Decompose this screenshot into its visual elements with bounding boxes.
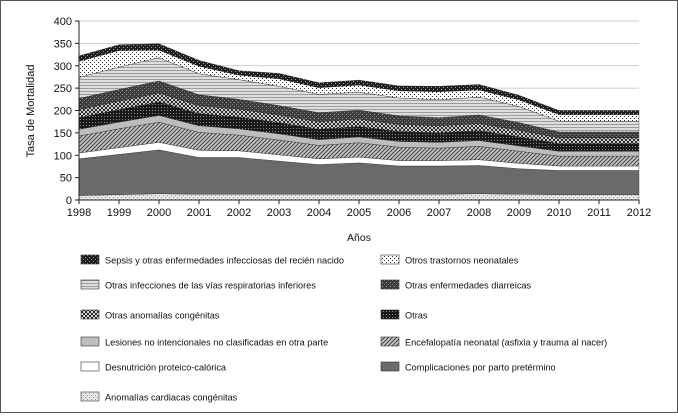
x-tick-label: 1998 <box>67 207 91 219</box>
axes: 0 50 100 150 200 250 300 350 400 1998 1999 2000 2001… <box>54 16 652 219</box>
x-tick-label: 2012 <box>627 207 651 219</box>
legend-label-left-4: Lesiones no intencionales no clasificada… <box>105 338 328 348</box>
legend-swatch-right-3 <box>380 309 400 320</box>
y-tick-label: 300 <box>54 61 72 73</box>
y-axis-label: Tasa de Mortalidad <box>25 65 37 158</box>
x-tick-label: 2011 <box>587 207 611 219</box>
legend-swatch-right-1 <box>380 254 400 265</box>
x-tick-label: 2003 <box>267 207 291 219</box>
legend-label-right-5: Complicaciones por parto pretérmino <box>405 363 556 373</box>
x-tick-label: 2001 <box>187 207 211 219</box>
y-tick-label: 100 <box>54 150 72 162</box>
x-tick-label: 2004 <box>307 207 331 219</box>
legend-label-left-5: Desnutrición proteico-calórica <box>105 363 227 373</box>
legend-swatch-left-4 <box>80 336 100 347</box>
legend-swatch-right-5 <box>380 361 400 372</box>
x-tick-label: 2000 <box>147 207 171 219</box>
legend-label-right-2: Otras enfermedades diarreicas <box>405 281 532 291</box>
y-tick-label: 350 <box>54 38 72 50</box>
x-axis-label: Años <box>347 232 371 244</box>
x-tick-label: 2009 <box>507 207 531 219</box>
area-series-11 <box>78 43 640 115</box>
y-tick-label: 150 <box>54 128 72 140</box>
series-areas <box>78 43 640 201</box>
legend-swatch-left-3 <box>80 309 100 320</box>
x-tick-label: 2010 <box>547 207 571 219</box>
y-tick-label: 0 <box>66 195 72 207</box>
legend-label-left-2: Otras infecciones de las vías respirator… <box>105 281 316 291</box>
legend-swatch-right-2 <box>380 279 400 290</box>
x-tick-label: 2006 <box>387 207 411 219</box>
legend-swatch-left-2 <box>80 279 100 290</box>
legend-swatch-left-5 <box>80 361 100 372</box>
legend-label-right-3: Otras <box>405 311 428 321</box>
legend-label-right-4: Encefalopatía neonatal (asfixia y trauma… <box>405 338 607 348</box>
legend-label-left-1: Sepsis y otras enfermedades infecciosas … <box>105 256 344 266</box>
x-tick-label: 2008 <box>467 207 491 219</box>
legend-swatch-right-4 <box>380 336 400 347</box>
legend-swatch-left-6 <box>80 391 100 402</box>
x-tick-label: 2005 <box>347 207 371 219</box>
y-tick-label: 250 <box>54 83 72 95</box>
y-tick-label: 200 <box>54 106 72 118</box>
legend: Sepsis y otras enfermedades infecciosas … <box>80 254 607 403</box>
legend-label-left-3: Otras anomalías congénitas <box>105 311 220 321</box>
legend-label-right-1: Otros trastornos neonatales <box>405 256 519 266</box>
legend-swatch-left-1 <box>80 254 100 265</box>
y-tick-label: 400 <box>54 16 72 28</box>
legend-label-left-6: Anomalías cardiacas congénitas <box>105 393 238 403</box>
y-tick-label: 50 <box>60 173 72 185</box>
x-tick-label: 2002 <box>227 207 251 219</box>
x-tick-label: 1999 <box>107 207 131 219</box>
x-tick-label: 2007 <box>427 207 451 219</box>
